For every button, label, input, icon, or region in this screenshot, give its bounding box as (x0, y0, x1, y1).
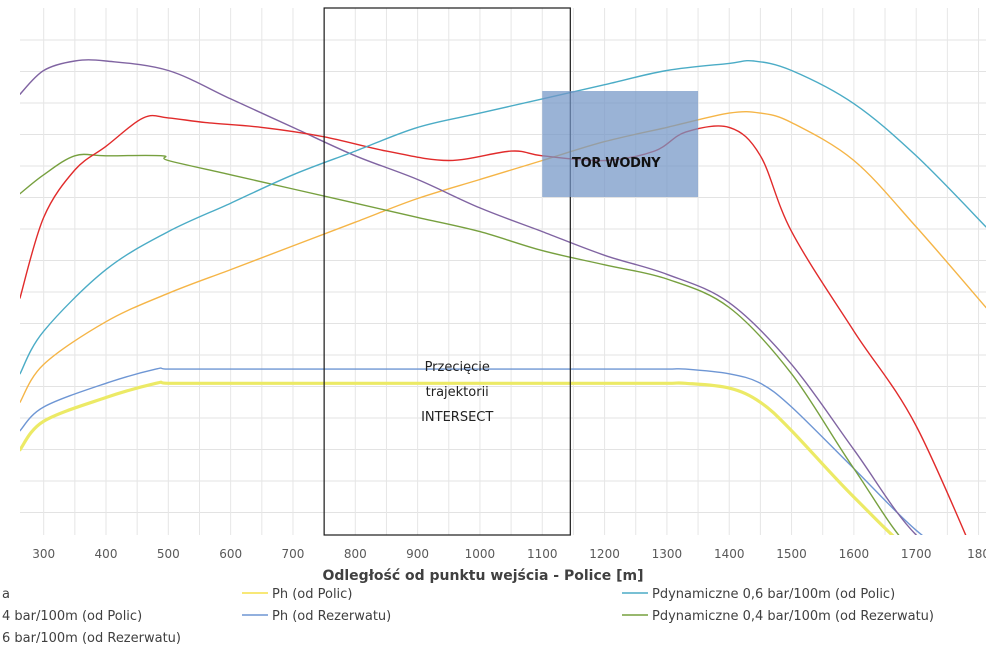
x-tick-label: 1200 (589, 547, 620, 561)
x-tick-label: 180 (967, 547, 986, 561)
x-tick-label: 800 (344, 547, 367, 561)
x-tick-labels: 300 400 500 600 700 800 900 1000 1100 1200 1300 140… (32, 547, 986, 561)
x-tick-label: 1300 (652, 547, 683, 561)
legend-label: 4 bar/100m (od Polic) (2, 609, 142, 624)
legend-label: a (2, 587, 10, 602)
x-tick-label: 1400 (714, 547, 745, 561)
series-line-2 (20, 60, 986, 583)
x-tick-label: 1000 (465, 547, 496, 561)
x-tick-label: 700 (282, 547, 305, 561)
legend-label: Pdynamiczne 0,4 bar/100m (od Rezerwatu) (652, 609, 934, 624)
intersect-annotation: Przecięcie trajektorii INTERSECT (324, 8, 570, 535)
x-tick-label: 1700 (901, 547, 932, 561)
x-tick-label: 300 (32, 547, 55, 561)
series-line-4 (20, 112, 986, 403)
x-tick-label: 1100 (527, 547, 558, 561)
intersect-label-line-1: Przecięcie (425, 360, 490, 375)
x-axis-label: Odległość od punktu wejścia - Police [m] (322, 568, 643, 584)
waterway-label: TOR WODNY (572, 156, 661, 171)
x-tick-label: 400 (95, 547, 118, 561)
legend: a 4 bar/100m (od Polic) 6 bar/100m (od Rez… (2, 587, 934, 646)
x-tick-label: 600 (219, 547, 242, 561)
x-tick-label: 500 (157, 547, 180, 561)
x-tick-label: 1500 (776, 547, 807, 561)
legend-label: Ph (od Polic) (272, 587, 352, 602)
legend-label: Ph (od Rezerwatu) (272, 609, 391, 624)
intersect-label-line-3: INTERSECT (421, 410, 493, 425)
legend-label: 6 bar/100m (od Rezerwatu) (2, 631, 181, 646)
legend-label: Pdynamiczne 0,6 bar/100m (od Polic) (652, 587, 895, 602)
x-tick-label: 900 (406, 547, 429, 561)
x-tick-label: 1600 (839, 547, 870, 561)
waterway-annotation: TOR WODNY (542, 91, 698, 197)
intersect-box (324, 8, 570, 535)
intersect-label-line-2: trajektorii (426, 385, 489, 400)
waterway-box (542, 91, 698, 197)
series-layer (20, 60, 986, 583)
